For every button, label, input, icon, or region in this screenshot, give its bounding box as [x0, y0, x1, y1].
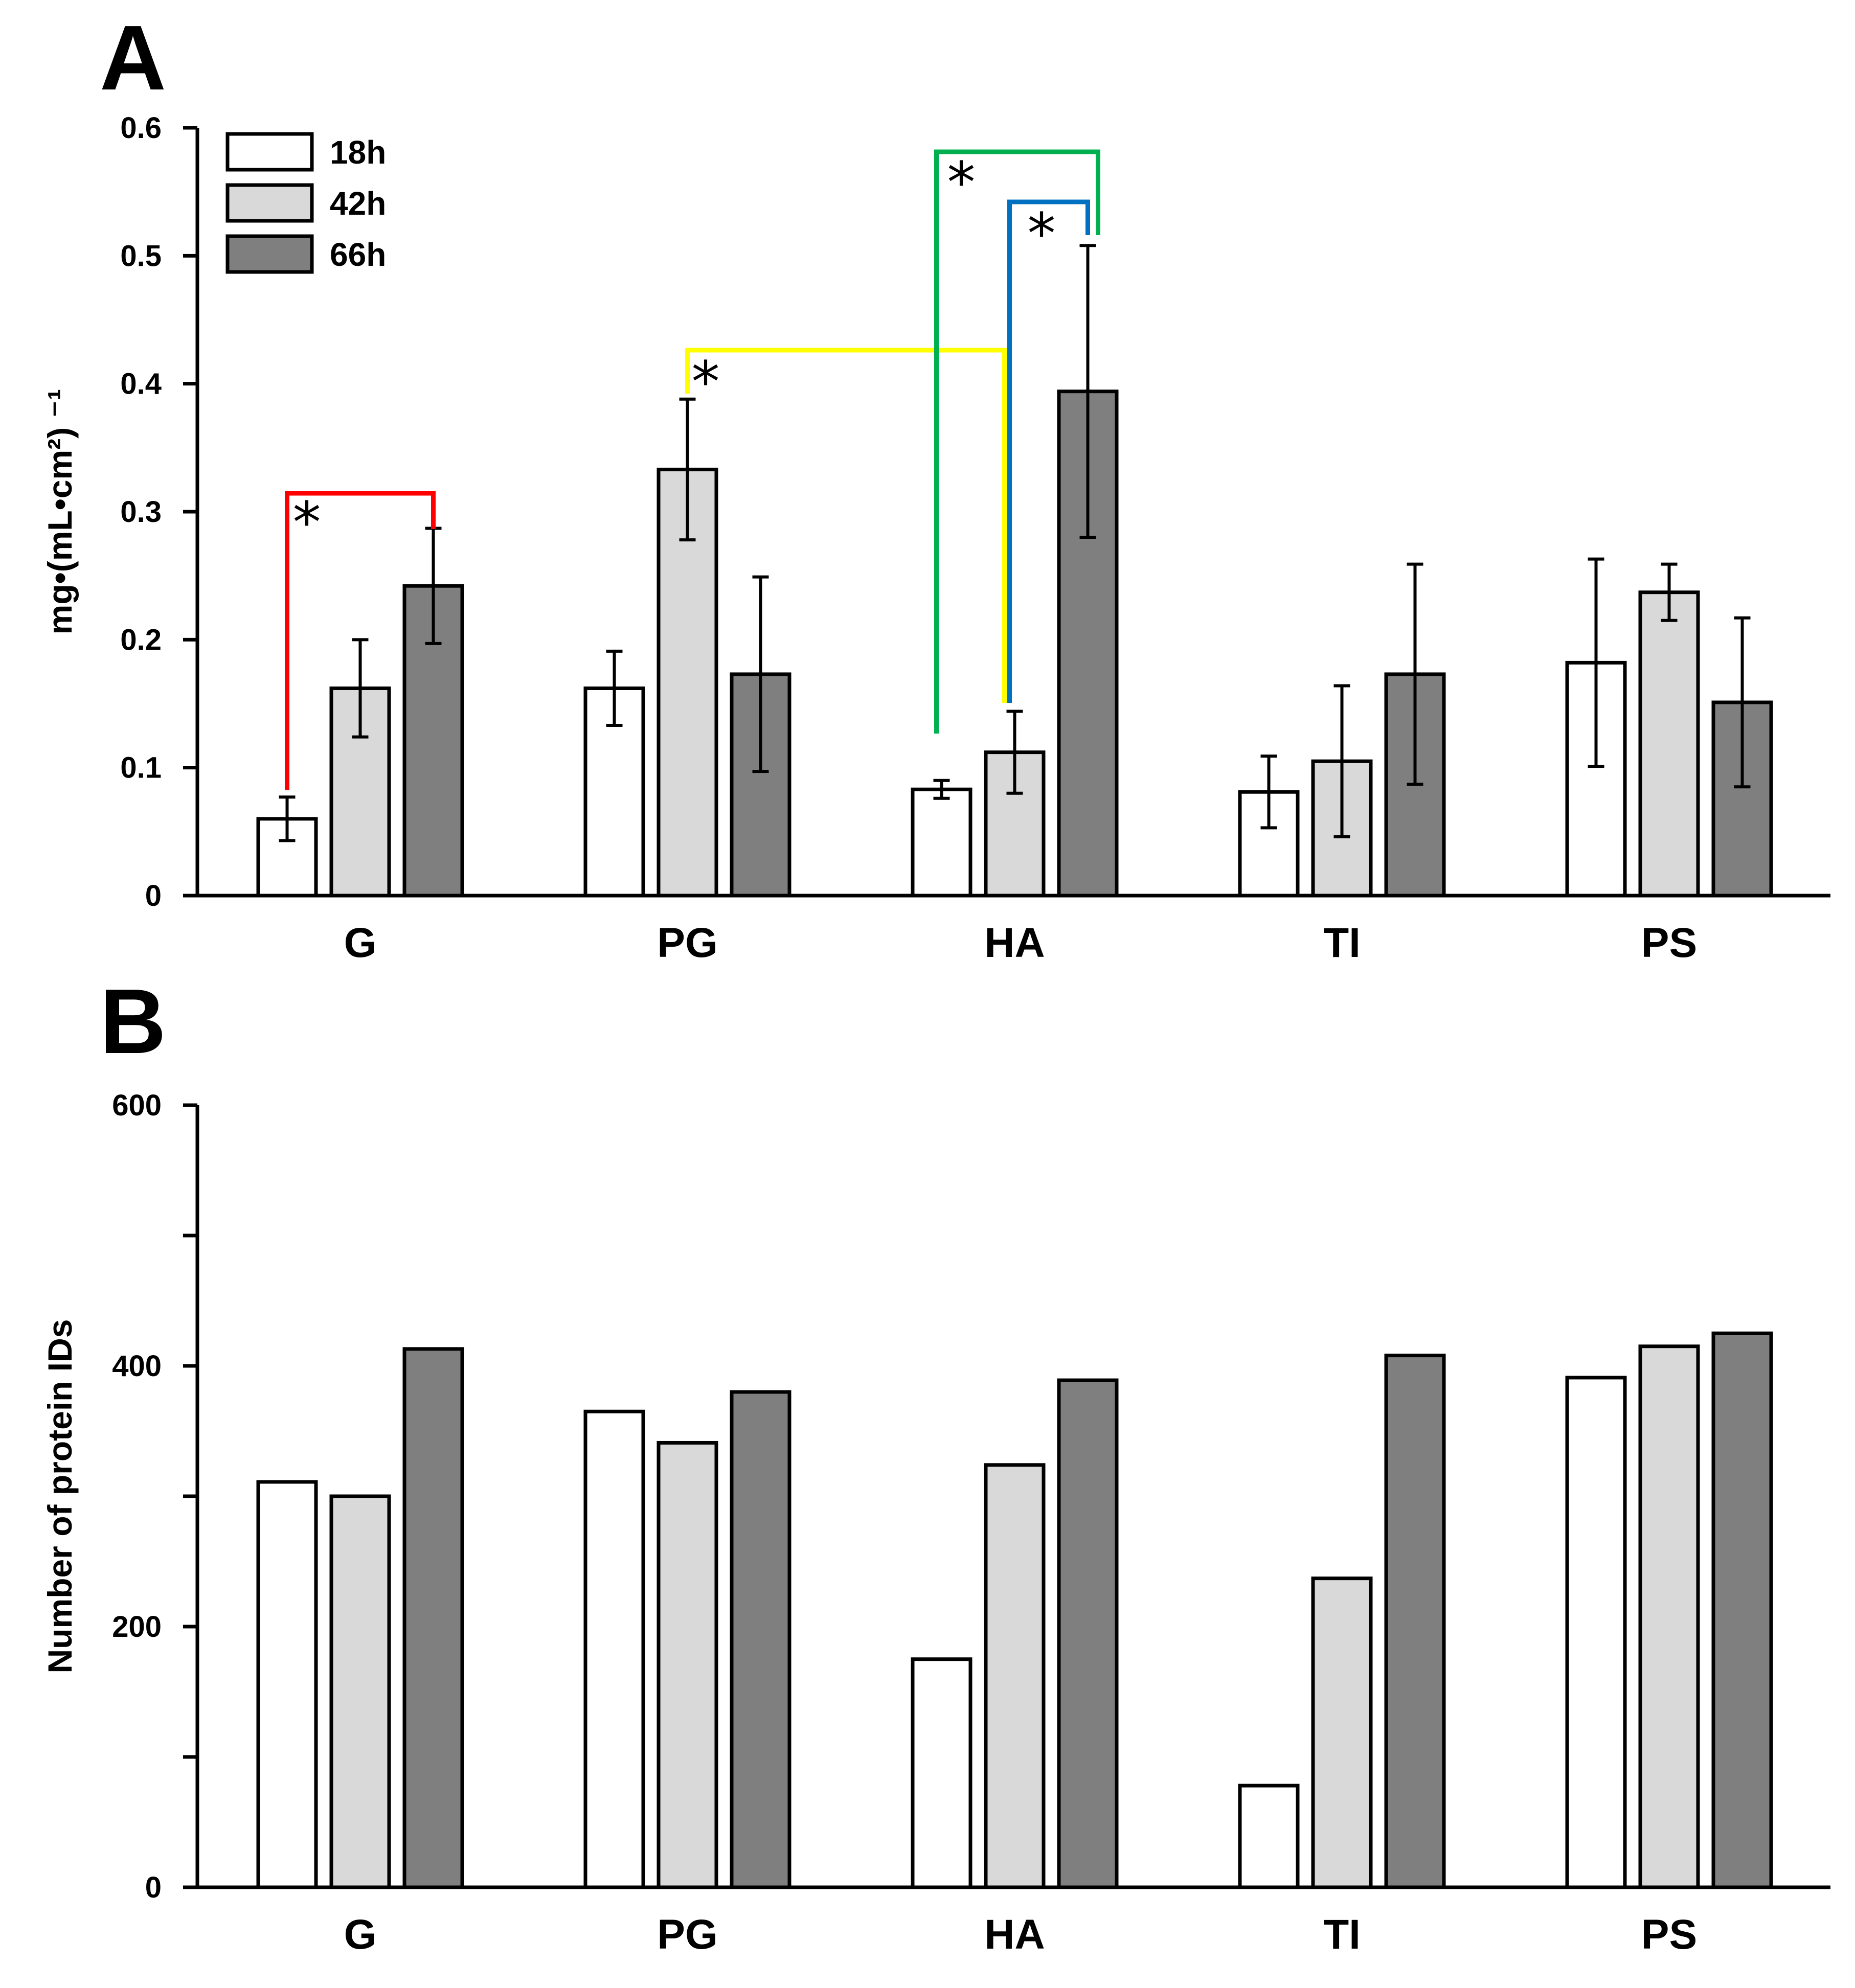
bar-g-42h: [329, 1494, 391, 1889]
error-bar-ps-18h: [1588, 557, 1604, 768]
bar-ps-66h: [1711, 1331, 1773, 1889]
error-bar-pg-18h: [606, 649, 623, 727]
y-tick-label: 0: [145, 879, 162, 912]
x-tick-label: PS: [1641, 920, 1697, 966]
y-tick-label: 600: [112, 1089, 162, 1122]
significance-star: *: [293, 490, 321, 555]
legend-label-42h: 42h: [330, 185, 386, 222]
error-bar-ps-42h: [1661, 562, 1678, 622]
y-tick-label: 0.3: [120, 495, 162, 529]
error-bar-g-42h: [352, 638, 369, 739]
chart-panel-a: 0 0.1 0.2 0.3 0.4 0.5 0.6 G PG HA TI PS mg•(mL•cm²) …: [41, 111, 1830, 966]
bar-g-18h: [256, 1480, 318, 1889]
legend-swatch-66h: [225, 234, 314, 274]
error-bar-ha-18h: [933, 779, 950, 800]
legend: 18h 42h 66h: [225, 132, 386, 274]
significance-bracket: *: [285, 490, 436, 790]
x-tick-label: G: [344, 920, 377, 966]
error-bar-ti-42h: [1333, 684, 1350, 838]
bar-ti-18h: [1238, 1784, 1300, 1889]
legend-swatch-18h: [225, 132, 314, 172]
bar-ps-18h: [1565, 1376, 1627, 1889]
x-tick-label: TI: [1323, 920, 1361, 966]
error-bar-ha-66h: [1079, 244, 1096, 539]
x-tick-label: TI: [1323, 1911, 1361, 1958]
panel-label-b: B: [100, 970, 166, 1073]
y-tick-label: 0.4: [120, 368, 162, 401]
x-tick-label: HA: [984, 920, 1045, 966]
bar-ti-42h: [1311, 1576, 1373, 1889]
x-tick-label: PG: [657, 1911, 717, 1958]
legend-label-18h: 18h: [330, 134, 386, 171]
x-tick-label: HA: [984, 1911, 1045, 1958]
y-tick-label: 0.2: [120, 623, 162, 656]
x-tick-label: PS: [1641, 1911, 1697, 1958]
bar-ps-42h: [1638, 590, 1700, 898]
y-tick-label: 400: [112, 1350, 162, 1383]
significance-bracket: *: [934, 149, 1100, 734]
bar-ha-42h: [984, 1463, 1046, 1889]
significance-star: *: [692, 349, 720, 415]
y-tick-label: 0: [145, 1871, 162, 1904]
error-bar-pg-66h: [752, 575, 769, 773]
y-tick-label: 0.1: [120, 751, 162, 785]
bar-pg-42h: [657, 1441, 718, 1889]
y-tick-label: 0.5: [120, 239, 162, 272]
error-bar-ps-66h: [1734, 616, 1751, 789]
x-tick-label: PG: [657, 920, 717, 966]
error-bar-pg-42h: [679, 397, 696, 542]
error-bar-ti-66h: [1407, 562, 1423, 786]
x-tick-label: G: [344, 1911, 377, 1958]
chart-panel-b: 0 200 400 600 G PG HA TI PS Number of protein IDs: [41, 1089, 1830, 1958]
error-bar-g-18h: [279, 795, 296, 842]
y-axis-title: mg•(mL•cm²) ⁻¹: [41, 389, 79, 635]
legend-label-66h: 66h: [330, 236, 386, 273]
bar-ps-42h: [1638, 1344, 1700, 1889]
bar-ti-66h: [1384, 1354, 1446, 1889]
y-tick-label: 200: [112, 1610, 162, 1643]
significance-star: *: [947, 150, 976, 215]
error-bar-ha-42h: [1006, 710, 1023, 795]
panel-label-a: A: [100, 7, 166, 109]
bar-ha-18h: [911, 787, 972, 898]
legend-swatch-42h: [225, 183, 314, 223]
significance-bracket: *: [1007, 199, 1090, 703]
y-axis-title: Number of protein IDs: [41, 1319, 79, 1673]
bar-ha-66h: [1057, 1378, 1119, 1889]
error-bar-ti-18h: [1260, 755, 1277, 830]
significance-bracket: *: [685, 348, 1007, 703]
bar-pg-66h: [730, 1390, 791, 1889]
bar-ha-18h: [911, 1657, 972, 1889]
significance-star: *: [1028, 201, 1056, 266]
bar-g-66h: [402, 1347, 464, 1889]
y-tick-label: 0.6: [120, 111, 162, 145]
bar-pg-18h: [583, 1409, 645, 1889]
